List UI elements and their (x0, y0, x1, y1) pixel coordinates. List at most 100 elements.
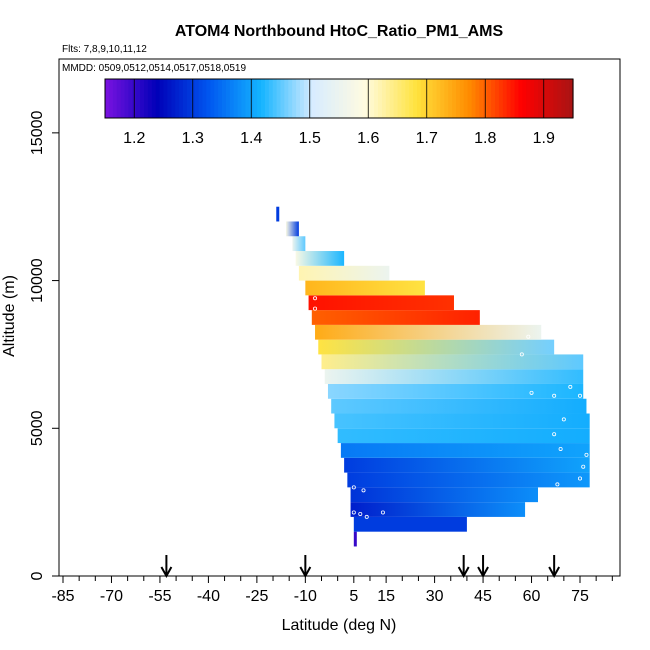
x-axis: -85 -70 -55 -40 -25 -10 5 15 30 45 60 75 (51, 576, 613, 605)
latitude-arrow (299, 555, 312, 579)
colorbar-swatch (436, 79, 441, 118)
colorbar-swatch (323, 79, 328, 118)
x-tick-label: 75 (571, 588, 589, 605)
colorbar-swatch (327, 79, 332, 118)
heatmap-band (308, 295, 454, 311)
colorbar-swatch (456, 79, 461, 118)
data-point (578, 476, 583, 481)
colorbar-swatch (261, 79, 266, 118)
colorbar-swatch (241, 79, 246, 118)
colorbar-swatch (526, 79, 531, 118)
colorbar-swatch (206, 79, 211, 118)
heatmap-band (347, 472, 590, 488)
heatmap-band (337, 428, 590, 444)
latitude-arrow (477, 555, 489, 579)
colorbar-tick-label: 1.9 (533, 130, 555, 147)
colorbar-swatch (264, 79, 270, 118)
data-point (584, 452, 589, 457)
colorbar-swatch (175, 79, 180, 118)
colorbar-swatch (354, 79, 360, 118)
heatmap-band (324, 369, 584, 384)
colorbar-swatch (233, 79, 239, 118)
colorbar-swatch (218, 79, 223, 118)
colorbar-swatch (144, 79, 149, 118)
colorbar-swatch (440, 79, 445, 118)
colorbar-swatch (112, 79, 118, 118)
colorbar-swatch (432, 79, 438, 118)
data-point (313, 306, 318, 311)
colorbar-swatch (448, 79, 453, 118)
colorbar-swatch (280, 79, 285, 118)
colorbar-swatch (183, 79, 188, 118)
colorbar-swatch (124, 79, 129, 118)
heatmap-band (350, 502, 526, 517)
colorbar-swatch (487, 79, 492, 118)
heatmap-band (311, 310, 480, 325)
heatmap-band (315, 324, 542, 340)
colorbar-swatch (452, 79, 457, 118)
y-tick-label: 15000 (29, 111, 46, 156)
data-point (380, 510, 385, 515)
heatmap-band (276, 206, 280, 222)
colorbar-swatch (155, 79, 161, 118)
colorbar-swatch (136, 79, 141, 118)
chart-title: ATOM4 Northbound HtoC_Ratio_PM1_AMS (175, 23, 504, 40)
heatmap-band (285, 221, 299, 237)
colorbar-swatch (198, 79, 204, 118)
plot-frame (58, 58, 621, 577)
colorbar-swatch (335, 79, 340, 118)
data-point (558, 325, 563, 330)
heatmap-band (305, 280, 425, 296)
x-tick-label: -70 (100, 588, 123, 605)
heatmap-band (353, 531, 357, 547)
data-point (351, 510, 356, 515)
colorbar-swatch (381, 79, 387, 118)
data-point (529, 390, 534, 395)
colorbar-swatch (245, 79, 250, 118)
data-point (539, 497, 544, 502)
colorbar-swatch (272, 79, 278, 118)
data-point (358, 511, 363, 516)
colorbar-swatch (331, 79, 336, 118)
colorbar-swatch (237, 79, 243, 118)
colorbar-swatch (214, 79, 219, 118)
colorbar-swatch (569, 79, 574, 118)
x-tick-label: -85 (51, 588, 74, 605)
colorbar-swatch (428, 79, 434, 118)
data-point (364, 514, 369, 519)
y-axis: 0 5000 10000 15000 (29, 111, 59, 580)
colorbar-swatch (475, 79, 480, 118)
colorbar-swatch (179, 79, 184, 118)
colorbar-swatch (108, 79, 114, 118)
heatmap-band (334, 413, 590, 429)
colorbar-swatch (276, 79, 282, 118)
x-tick-label: 30 (426, 588, 444, 605)
colorbar-swatch (479, 79, 484, 118)
colorbar-swatch (459, 79, 465, 118)
colorbar-swatch (339, 79, 344, 118)
data-point (532, 504, 537, 509)
heatmap-band (327, 383, 584, 399)
x-tick-label: -40 (197, 588, 220, 605)
data-point (578, 393, 583, 398)
colorbar-tick-label: 1.5 (299, 130, 321, 147)
colorbar-swatch (346, 79, 352, 118)
colorbar-tick-label: 1.7 (416, 130, 438, 147)
colorbar-swatch (405, 79, 410, 118)
colorbar-tick-label: 1.3 (182, 130, 204, 147)
colorbar-swatch (159, 79, 165, 118)
y-axis-label: Altitude (m) (1, 275, 18, 357)
colorbar-swatch (319, 79, 324, 118)
colorbar-swatch (342, 79, 348, 118)
mmdd-label: MMDD: 0509,0512,0514,0517,0518,0519 (62, 63, 246, 74)
heatmap-band (344, 457, 590, 473)
colorbar-swatch (202, 79, 207, 118)
colorbar-swatch (362, 79, 367, 118)
colorbar-swatch (393, 79, 399, 118)
data-point (493, 314, 498, 319)
x-tick-label: 5 (349, 588, 358, 605)
y-tick-label: 0 (29, 571, 46, 580)
colorbar-swatch (370, 79, 375, 118)
colorbar-swatch (545, 79, 551, 118)
